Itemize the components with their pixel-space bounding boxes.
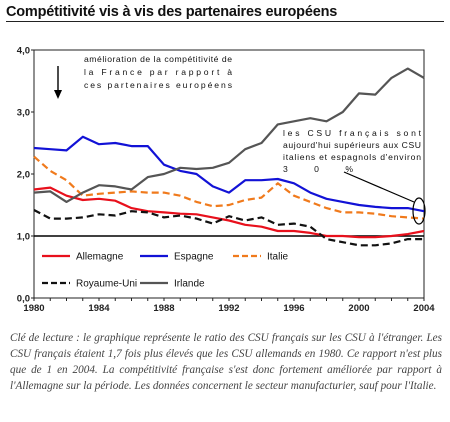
x-tick-label: 2000: [348, 303, 369, 314]
series-lines: [33, 67, 425, 247]
series-line-allemagne: [33, 186, 425, 239]
x-tick-label: 1992: [218, 303, 239, 314]
y-tick-label: 1,0: [17, 232, 30, 243]
highlight-ellipse: [412, 197, 426, 225]
legend-label: Allemagne: [76, 252, 124, 263]
annotation-text: 30%: [283, 164, 353, 174]
chart-title: Compétitivité vis à vis des partenaires …: [6, 4, 444, 22]
x-tick-label: 1980: [23, 303, 44, 314]
legend-label: Espagne: [174, 252, 214, 263]
y-tick-label: 3,0: [17, 108, 30, 119]
legend-label: Irlande: [174, 279, 205, 290]
annotation-text: ces partenaires européens: [84, 80, 232, 90]
annotation-text: amélioration de la compétitivité de: [84, 54, 232, 64]
legend-label: Royaume-Uni: [76, 279, 137, 290]
chart-annotations: amélioration de la compétitivité de la Fr…: [54, 54, 426, 225]
series-line-espagne: [33, 135, 425, 213]
x-tick-label: 1988: [153, 303, 174, 314]
series-line-italie: [33, 155, 425, 220]
annotation-pointer: [343, 171, 415, 203]
annotation-text: les CSU français sont: [283, 128, 422, 138]
series-line-irlande: [33, 67, 425, 203]
y-tick-label: 4,0: [17, 46, 30, 57]
chart-axes: 0,0 1,0 2,0 3,0 4,0 1980 1984 1988 1992 1996 2000 2…: [17, 46, 435, 315]
chart-legend: Allemagne Espagne Italie Royaume-Uni Irlande: [42, 252, 289, 290]
series-line-royaume-uni: [33, 209, 424, 247]
arrow-head: [54, 90, 62, 99]
y-tick-label: 2,0: [17, 170, 30, 181]
x-tick-label: 2004: [413, 303, 435, 314]
legend-label: Italie: [267, 252, 289, 263]
line-chart: 0,0 1,0 2,0 3,0 4,0 1980 1984 1988 1992 1996 2000 2…: [17, 46, 435, 315]
y-tick-label: 0,0: [17, 294, 30, 305]
annotation-text: la France par rapport à: [84, 67, 232, 77]
caption: Clé de lecture : le graphique représente…: [10, 332, 442, 392]
x-tick-label: 1996: [283, 303, 304, 314]
x-tick-label: 1984: [88, 303, 110, 314]
annotation-text: aujourd'hui supérieurs aux CSU: [283, 140, 421, 150]
annotation-text: italiens et espagnols d'environ: [283, 152, 421, 162]
